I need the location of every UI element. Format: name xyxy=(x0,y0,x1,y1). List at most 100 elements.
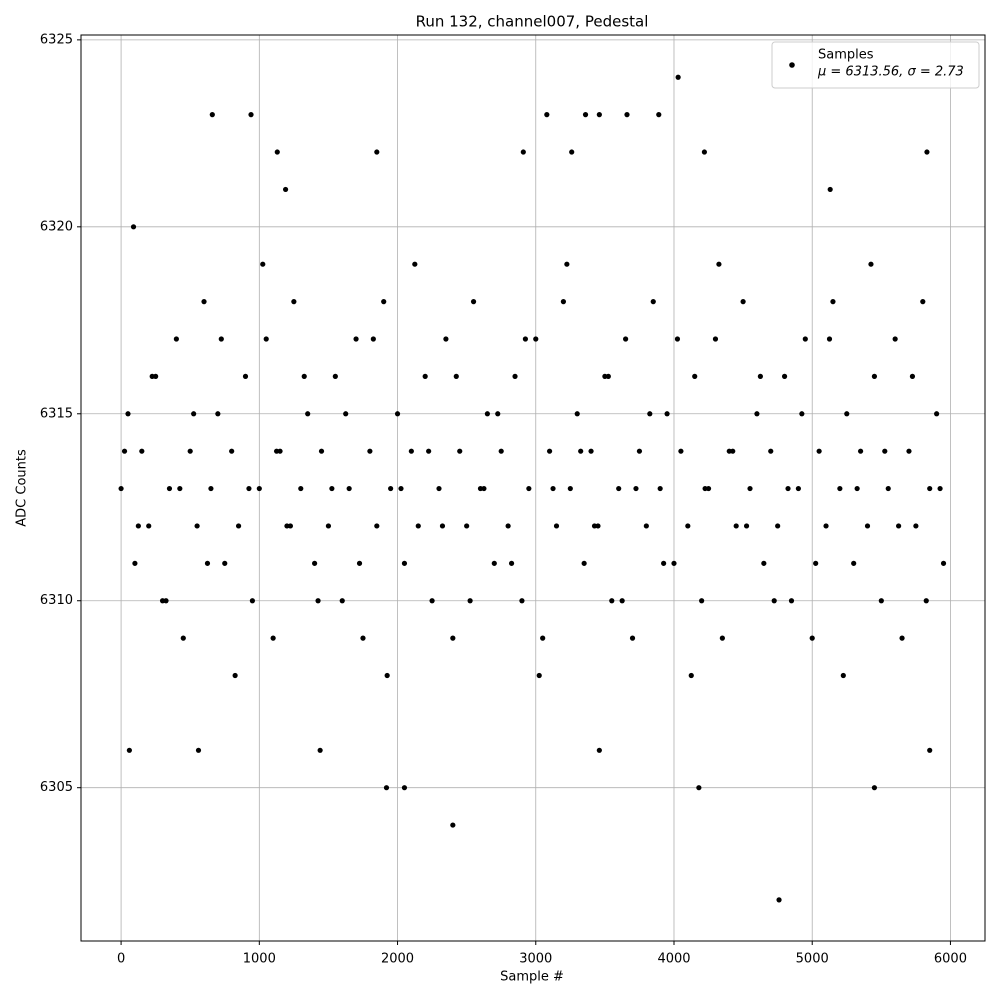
data-point xyxy=(909,373,916,379)
data-point xyxy=(616,485,622,492)
legend-marker xyxy=(789,62,795,68)
data-point xyxy=(282,186,289,193)
data-point xyxy=(688,672,694,679)
y-tick-label: 6315 xyxy=(40,406,73,421)
data-point xyxy=(204,560,211,566)
data-point xyxy=(263,336,269,342)
data-point xyxy=(443,336,449,342)
data-point xyxy=(740,299,746,305)
data-point xyxy=(674,336,681,342)
data-point xyxy=(699,598,705,604)
chart-title: Run 132, channel007, Pedestal xyxy=(416,13,649,31)
data-point xyxy=(656,112,662,118)
data-point xyxy=(318,448,325,454)
data-point xyxy=(450,635,456,641)
data-point xyxy=(878,598,884,604)
data-point xyxy=(920,299,926,305)
data-point xyxy=(505,523,511,529)
data-point xyxy=(422,373,428,379)
data-point xyxy=(844,411,850,417)
data-point xyxy=(222,560,228,566)
data-point xyxy=(215,411,221,417)
data-point xyxy=(374,523,380,529)
data-point xyxy=(520,149,526,155)
data-point xyxy=(923,598,929,604)
data-point xyxy=(325,523,332,529)
data-point xyxy=(605,373,611,379)
data-point xyxy=(696,785,702,791)
data-point xyxy=(312,560,318,566)
data-point xyxy=(647,411,653,417)
data-point xyxy=(540,635,546,641)
data-point xyxy=(121,448,128,454)
data-point xyxy=(927,747,933,753)
x-tick-label: 4000 xyxy=(657,952,690,967)
data-point xyxy=(882,448,888,454)
data-point xyxy=(464,523,470,529)
data-point xyxy=(650,299,656,305)
y-tick-label: 6310 xyxy=(40,593,73,608)
data-point xyxy=(816,448,822,454)
data-point xyxy=(781,373,788,379)
data-point xyxy=(533,336,539,342)
x-tick-label: 3000 xyxy=(519,952,552,967)
data-point xyxy=(868,261,874,267)
data-point xyxy=(291,299,297,305)
x-tick-label: 0 xyxy=(117,952,125,967)
data-point xyxy=(536,672,542,679)
data-point xyxy=(885,485,891,492)
data-point xyxy=(229,448,235,454)
data-point xyxy=(484,411,490,417)
data-point xyxy=(896,523,902,529)
data-point xyxy=(569,149,575,155)
data-point xyxy=(574,411,580,417)
data-point xyxy=(526,485,532,492)
data-point xyxy=(940,560,947,566)
data-point xyxy=(209,112,215,118)
data-point xyxy=(317,747,323,753)
data-point xyxy=(246,485,252,492)
data-point xyxy=(149,373,155,379)
data-point xyxy=(546,448,553,454)
data-point xyxy=(208,485,214,492)
data-point xyxy=(481,485,487,492)
data-point xyxy=(899,635,905,641)
data-point xyxy=(315,598,321,604)
data-point xyxy=(823,523,829,529)
data-point xyxy=(560,299,567,305)
y-axis-label: ADC Counts xyxy=(15,449,30,527)
data-point xyxy=(457,448,463,454)
plot-area xyxy=(81,35,985,941)
legend-box xyxy=(771,41,980,89)
data-point xyxy=(633,485,639,492)
data-point xyxy=(747,485,753,492)
data-point xyxy=(596,747,602,753)
data-point xyxy=(636,448,643,454)
data-point xyxy=(581,560,587,566)
data-point xyxy=(719,635,725,641)
data-point xyxy=(716,261,722,267)
data-point xyxy=(381,299,387,305)
data-point xyxy=(671,560,677,566)
data-point xyxy=(329,485,335,492)
data-point xyxy=(256,485,262,492)
data-point xyxy=(776,897,782,903)
data-point xyxy=(657,485,663,492)
data-point xyxy=(180,635,186,641)
data-point xyxy=(298,485,304,492)
data-point xyxy=(332,373,338,379)
data-point xyxy=(146,523,152,529)
data-point xyxy=(125,411,131,417)
data-point xyxy=(624,112,630,118)
data-point xyxy=(892,336,898,342)
data-point xyxy=(260,261,266,267)
data-point xyxy=(367,448,373,454)
data-point xyxy=(383,785,390,791)
data-point xyxy=(301,373,307,379)
data-point xyxy=(775,523,781,529)
data-point xyxy=(187,448,193,454)
data-point xyxy=(194,523,200,529)
data-point xyxy=(130,224,137,230)
